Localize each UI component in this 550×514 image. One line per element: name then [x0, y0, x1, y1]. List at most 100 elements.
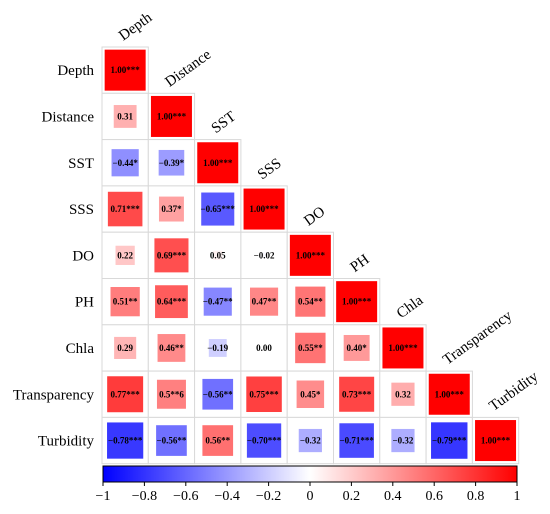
cell-value-label: 1.00***	[157, 111, 187, 121]
heatmap-cell-square	[339, 423, 374, 458]
cell-value-label: 1.00***	[388, 343, 418, 353]
heatmap-cell-square	[202, 425, 234, 456]
heatmap-cell-square	[201, 192, 235, 226]
row-label: SST	[68, 156, 94, 172]
cell-value-label: −0.47**	[203, 297, 233, 307]
cell-value-label: 0.64***	[157, 297, 187, 307]
column-label: SST	[209, 109, 239, 137]
column-label: Turbidity	[486, 368, 541, 414]
heatmap-cell-square	[243, 188, 285, 230]
heatmap-cell-square	[156, 379, 186, 409]
colorbar-tick-label: 0.6	[425, 489, 443, 504]
column-label: Depth	[116, 9, 155, 44]
heatmap-cells: 1.00*** 0.31 1.00*** −0.44* −0.39* 1.00*** 0.7…	[104, 49, 517, 462]
heatmap-cell-square	[115, 245, 135, 265]
cell-value-label: 0.69***	[157, 250, 187, 260]
column-label: DO	[301, 204, 328, 230]
cell-value-label: 0.71***	[111, 204, 141, 214]
heatmap-cell-square	[158, 149, 185, 176]
cell-value-label: 0.54**	[298, 297, 323, 307]
cell-value-label: 1.00***	[342, 297, 372, 307]
heatmap-cell-square	[202, 378, 234, 410]
heatmap-cell-square	[249, 287, 279, 316]
colorbar-gradient	[102, 465, 518, 483]
column-label: Distance	[162, 47, 214, 91]
heatmap-cell-square	[197, 142, 239, 184]
cell-value-label: 0.55**	[298, 343, 323, 353]
cell-value-label: 0.5**6	[159, 389, 184, 399]
heatmap-cell-square	[107, 422, 144, 459]
heatmap-cell-square	[298, 428, 322, 453]
colorbar-tick-label: 0.4	[384, 489, 402, 504]
heatmap-cell-square	[107, 376, 144, 413]
cell-value-label: 1.00***	[481, 436, 511, 446]
cell-value-label: 0.22	[117, 250, 133, 260]
heatmap-cell-square	[246, 423, 282, 458]
heatmap-cell-square	[296, 380, 325, 409]
heatmap-cell-square	[158, 196, 184, 222]
cell-value-label: −0.79***	[432, 436, 467, 446]
heatmap-cell-square	[110, 287, 140, 317]
cell-value-label: −0.32	[393, 436, 414, 446]
cell-value-label: 1.00***	[203, 158, 233, 168]
colorbar-tick-label: −0.6	[173, 489, 198, 504]
heatmap-cell-square	[157, 334, 186, 362]
heatmap-cell-square	[111, 149, 139, 177]
colorbar-tick-label: 1	[514, 489, 521, 504]
cell-value-label: 0.51**	[113, 297, 138, 307]
heatmap-cell-square	[104, 49, 146, 91]
column-label: Chla	[394, 292, 427, 322]
cell-value-label: 0.77***	[111, 389, 141, 399]
cell-value-label: 0.46**	[159, 343, 184, 353]
cell-value-label: −0.19	[207, 343, 228, 353]
heatmap-cell-square	[339, 376, 375, 412]
heatmap-cell-square	[155, 285, 188, 319]
cell-value-label: 0.75***	[249, 389, 279, 399]
cell-value-label: −0.02	[254, 250, 275, 260]
row-label: Chla	[66, 341, 95, 357]
grid-cell	[286, 416, 335, 465]
row-label: DO	[72, 248, 94, 264]
heatmap-cell-square	[289, 234, 331, 276]
colorbar-tick-label: 0	[307, 489, 314, 504]
colorbar-tick-label: 0.8	[467, 489, 485, 504]
heatmap-cell-square	[208, 339, 227, 357]
heatmap-cell-square	[113, 105, 137, 128]
cell-value-label: −0.71***	[339, 436, 374, 446]
row-label: Transparency	[13, 387, 95, 403]
colorbar-tick-label: −0.4	[214, 489, 239, 504]
cell-value-label: 0.05	[210, 250, 226, 260]
column-label: SSS	[255, 155, 285, 183]
cell-value-label: 0.29	[117, 343, 133, 353]
heatmap-cell-square	[295, 286, 326, 317]
cell-value-label: 1.00***	[435, 389, 465, 399]
heatmap-cell-square	[475, 420, 517, 462]
heatmap-cell-square	[428, 373, 470, 415]
grid-cell	[194, 416, 242, 465]
grid-cell	[147, 185, 196, 233]
cell-value-label: 0.37*	[161, 204, 182, 214]
heatmap-cell-square	[336, 281, 378, 323]
heatmap-cell-square	[107, 191, 143, 227]
cell-value-label: 0.56**	[205, 436, 230, 446]
cell-value-label: 0.45*	[300, 389, 321, 399]
cell-value-label: 0.47**	[252, 297, 277, 307]
grid-cell	[101, 324, 149, 372]
heatmap-cell-square	[213, 250, 223, 260]
cell-value-label: −0.56**	[203, 389, 233, 399]
row-label: Distance	[42, 109, 95, 125]
cell-value-label: −0.65***	[201, 204, 236, 214]
cell-value-label: −0.78***	[108, 436, 143, 446]
cell-value-label: −0.70***	[247, 436, 282, 446]
cell-value-label: 1.00***	[296, 250, 326, 260]
colorbar: −1 −0.8 −0.6 −0.4 −0.2 0 0.2 0.4 0.6 0.8 1	[96, 465, 521, 504]
heatmap-cell-square	[431, 422, 468, 459]
colorbar-tick-label: −0.8	[132, 489, 157, 504]
column-label: Transparency	[440, 307, 515, 368]
heatmap-cell-square	[343, 334, 370, 361]
row-label: SSS	[69, 202, 94, 218]
heatmap-cell-square	[261, 252, 267, 259]
heatmap-cell-square	[382, 327, 424, 369]
heatmap-cell-square	[391, 428, 415, 453]
